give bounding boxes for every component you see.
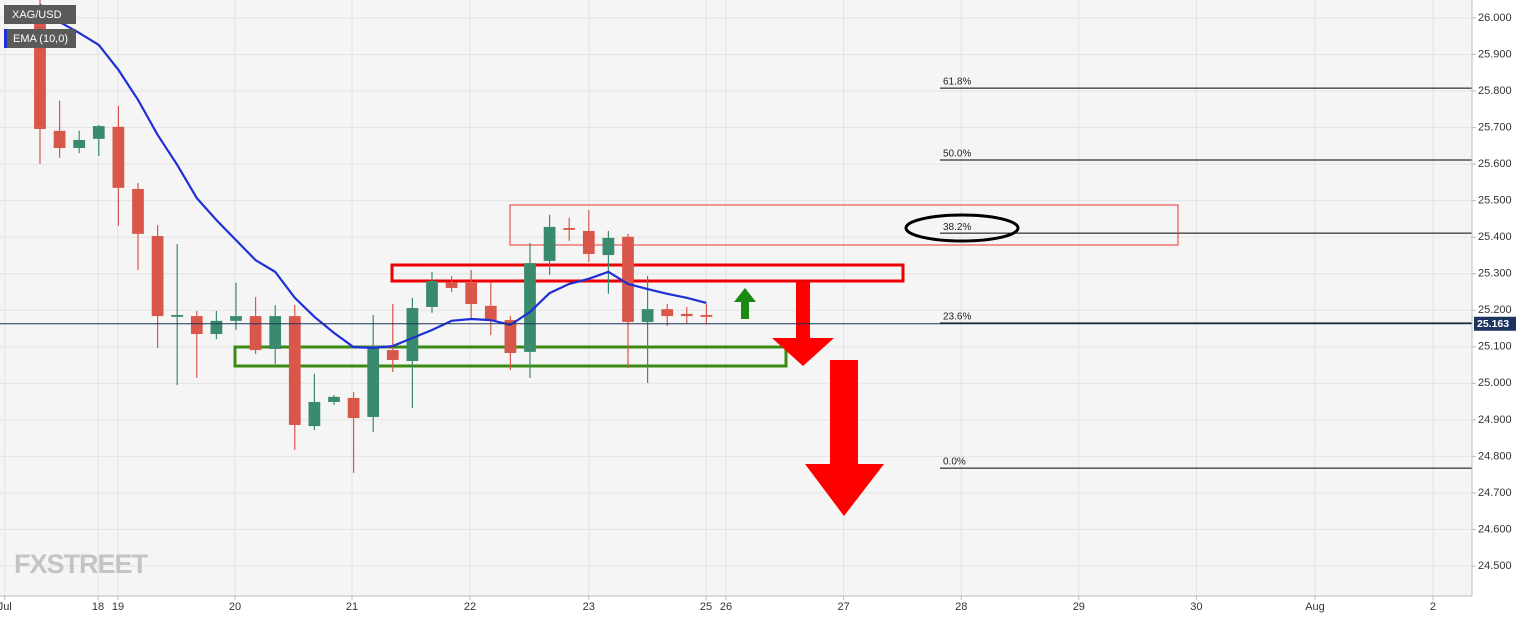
candle-body [112,126,125,188]
fib-label: 38.2% [943,222,971,233]
x-tick-label: 21 [346,601,358,613]
candle-body [622,236,634,322]
fib-label: 50.0% [943,149,971,160]
candle-body [328,396,340,402]
fib-levels: 61.8% 50.0% 38.2% 23.6% 0.0% [940,77,1472,469]
candles [0,0,1472,473]
y-axis-area [1472,0,1536,618]
candle-body [484,305,497,321]
candle-body [465,282,478,305]
candle-body [563,228,576,230]
candle-body [171,314,184,317]
candle-body [680,313,693,317]
legend-label: XAG/USD [12,9,62,21]
legend: XAG/USD EMA (10,0) [4,5,76,48]
candle-body [308,401,321,427]
x-tick-label: 23 [583,601,595,613]
grid [0,0,1472,596]
candle-body [426,281,438,307]
legend-box [4,29,76,48]
candle-body [386,350,399,360]
circle-annotation [904,213,1020,243]
y-tick-label: 24.500 [1478,560,1512,572]
y-tick-label: 25.600 [1478,158,1512,170]
candle-body [347,397,360,419]
candle-body [269,316,282,349]
candle-body [53,130,66,148]
y-tick-label: 25.700 [1478,121,1512,133]
y-tick-label: 25.800 [1478,85,1512,97]
x-tick-label: 28 [955,601,967,613]
y-tick-label: 25.400 [1478,231,1512,243]
candle-body [34,6,46,129]
y-tick-label: 25.200 [1478,304,1512,316]
candle-body [445,282,458,288]
candle-body [249,316,262,351]
x-tick-label: Jul [0,601,12,613]
candle-body [602,237,615,256]
candle-body [524,263,536,352]
plot-area [0,0,1472,596]
candle-body [190,316,203,334]
y-tick-label: 24.800 [1478,450,1512,462]
x-axis-area [0,596,1472,618]
y-tick-label: 25.500 [1478,195,1512,207]
candle-body [700,314,713,317]
legend-swatch [4,29,7,48]
legend-label: EMA (10,0) [13,33,68,45]
ema-line [39,3,707,349]
y-tick-label: 25.000 [1478,377,1512,389]
x-tick-label: 19 [112,601,124,613]
fib-label: 0.0% [943,457,966,468]
x-tick-label: 18 [92,601,104,613]
last-price-label: 25.163 [1477,318,1509,330]
arrow-up [734,288,756,319]
x-tick-label: 25 [700,601,712,613]
x-tick-label: Aug [1305,601,1325,613]
axes: 24.500 24.600 24.700 24.800 24.900 25.000 25.1… [0,12,1516,613]
fib-label: 23.6% [943,312,971,323]
candle-body [543,226,556,261]
x-tick-label: 2 [1430,601,1436,613]
candle-body [230,316,242,321]
y-tick-label: 25.300 [1478,268,1512,280]
candle-body [132,188,144,234]
resistance-zone [509,204,1179,246]
candle-body [210,320,223,334]
x-tick-label: 22 [464,601,476,613]
x-tick-label: 30 [1190,601,1202,613]
y-tick-label: 24.700 [1478,487,1512,499]
y-tick-label: 25.100 [1478,341,1512,353]
candle-body [406,308,419,362]
x-tick-label: 26 [720,601,732,613]
candle-body [661,309,674,317]
candle-body [288,316,301,425]
candle-body [73,139,86,148]
x-tick-label: 27 [837,601,849,613]
fib-label: 61.8% [943,77,971,88]
x-tick-label: 29 [1073,601,1085,613]
y-tick-label: 24.600 [1478,523,1512,535]
candle-body [92,126,105,139]
candle-body [367,346,380,417]
legend-box [4,5,76,24]
y-tick-label: 25.900 [1478,48,1512,60]
y-tick-label: 24.900 [1478,414,1512,426]
x-tick-label: 20 [229,601,241,613]
candle-body [641,309,654,322]
watermark: FXSTREET [14,549,149,579]
candle-body [151,236,164,317]
candle-body [582,230,595,254]
candle-body [504,320,517,353]
arrow-down-large [805,360,884,516]
y-tick-label: 26.000 [1478,12,1512,24]
last-price-box [1474,316,1516,331]
